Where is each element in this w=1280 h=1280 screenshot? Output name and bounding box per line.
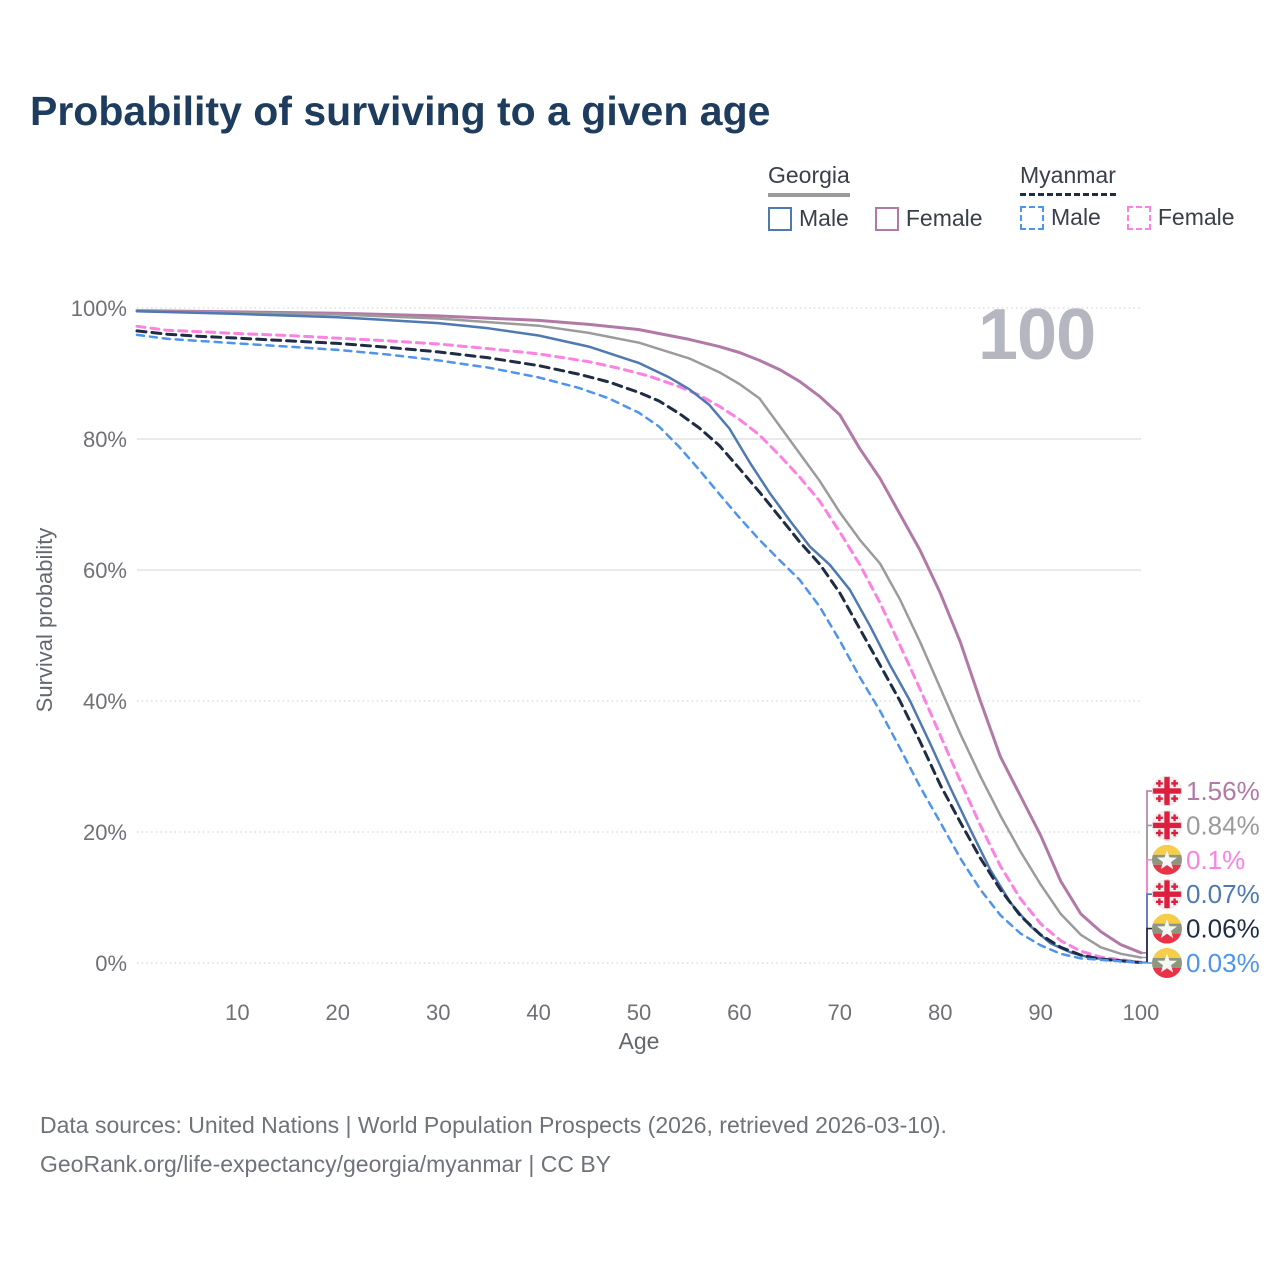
legend-swatch-icon <box>874 206 899 231</box>
end-value-label-georgia-female: 1.56% <box>1186 776 1260 806</box>
legend-item-georgia-male[interactable]: Male <box>768 205 849 232</box>
x-tick-label-80: 80 <box>928 1000 952 1025</box>
legend-country-label-myanmar[interactable]: Myanmar <box>1020 162 1116 196</box>
legend-item-label: Male <box>1051 204 1101 230</box>
y-tick-label-20%: 20% <box>83 820 127 845</box>
legend-group-myanmar: Myanmar Male Female <box>1020 162 1261 231</box>
y-tick-label-80%: 80% <box>83 427 127 452</box>
series-line-georgia-male[interactable] <box>135 310 1143 964</box>
end-value-label-myanmar-all: 0.06% <box>1186 914 1260 944</box>
legend-item-label: Female <box>1157 204 1235 230</box>
end-value-label-myanmar-male: 0.03% <box>1186 948 1260 978</box>
georgia-flag-icon <box>1152 879 1182 910</box>
legend-swatch-icon <box>1126 205 1151 230</box>
attribution-text: GeoRank.org/life-expectancy/georgia/myan… <box>40 1151 612 1177</box>
legend-group-georgia: Georgia Male Female <box>768 162 1009 232</box>
y-tick-label-100%: 100% <box>71 296 127 321</box>
x-tick-label-100: 100 <box>1123 1000 1160 1025</box>
georgia-flag-icon <box>1152 776 1182 806</box>
legend-swatch-icon <box>768 206 792 231</box>
x-tick-label-40: 40 <box>526 1000 550 1025</box>
legend-item-georgia-female[interactable]: Female <box>874 205 983 232</box>
legend-item-label: Female <box>905 205 983 231</box>
x-tick-label-70: 70 <box>828 1000 852 1025</box>
end-value-label-georgia-all: 0.84% <box>1186 810 1260 840</box>
legend-swatch-icon <box>1020 205 1044 230</box>
end-value-label-georgia-male: 0.07% <box>1186 879 1260 909</box>
legend-country-label-georgia[interactable]: Georgia <box>768 162 850 197</box>
x-tick-label-90: 90 <box>1028 1000 1052 1025</box>
series-line-myanmar-all[interactable] <box>135 329 1143 965</box>
y-tick-label-40%: 40% <box>83 689 127 714</box>
series-line-georgia-female[interactable] <box>135 309 1143 955</box>
series-line-myanmar-male[interactable] <box>135 333 1143 965</box>
y-tick-label-60%: 60% <box>83 558 127 583</box>
legend-item-myanmar-female[interactable]: Female <box>1126 204 1235 231</box>
x-tick-label-20: 20 <box>326 1000 350 1025</box>
georgia-flag-icon <box>1152 810 1182 841</box>
x-tick-label-10: 10 <box>225 1000 249 1025</box>
x-tick-label-50: 50 <box>627 1000 651 1025</box>
data-sources-text: Data sources: United Nations | World Pop… <box>40 1112 947 1138</box>
legend-item-label: Male <box>799 205 849 231</box>
x-tick-label-60: 60 <box>727 1000 751 1025</box>
myanmar-flag-icon <box>1152 948 1182 978</box>
y-tick-label-0%: 0% <box>95 951 127 976</box>
page-title: Probability of surviving to a given age <box>30 88 771 134</box>
legend-item-myanmar-male[interactable]: Male <box>1020 204 1101 231</box>
myanmar-flag-icon <box>1152 844 1182 875</box>
footer: Data sources: United Nations | World Pop… <box>40 1106 947 1184</box>
series-line-georgia-all[interactable] <box>135 310 1143 959</box>
x-axis-title: Age <box>618 1028 660 1054</box>
x-tick-label-30: 30 <box>426 1000 450 1025</box>
end-value-label-myanmar-female: 0.1% <box>1186 845 1245 875</box>
myanmar-flag-icon <box>1152 913 1182 944</box>
series-line-myanmar-female[interactable] <box>135 324 1143 964</box>
